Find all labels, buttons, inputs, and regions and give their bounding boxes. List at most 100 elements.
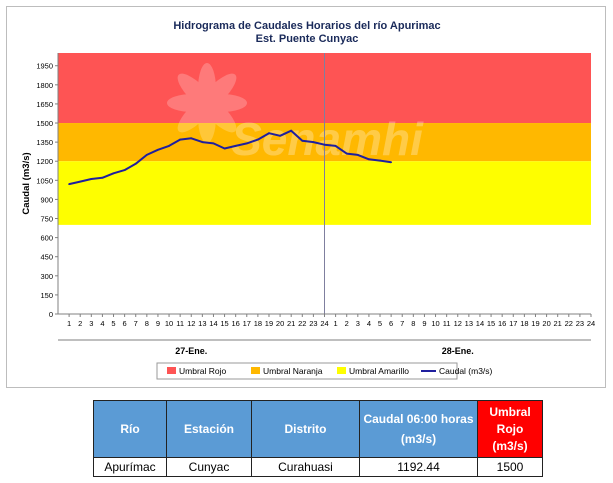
watermark-petal <box>198 63 216 115</box>
x-tick-label: 6 <box>389 319 393 328</box>
x-tick-label: 3 <box>356 319 360 328</box>
x-tick-label: 12 <box>454 319 462 328</box>
x-tick-label: 14 <box>209 319 217 328</box>
x-tick-label: 10 <box>165 319 173 328</box>
x-tick-label: 2 <box>345 319 349 328</box>
cell-umbral-rojo: 1500 <box>477 457 543 477</box>
data-point <box>190 137 193 140</box>
watermark-petal <box>195 94 247 112</box>
header-rio: Río <box>93 400 167 458</box>
x-tick-label: 2 <box>78 319 82 328</box>
cell-estacion: Cunyac <box>166 457 252 477</box>
data-point <box>290 129 293 132</box>
x-tick-label: 6 <box>123 319 127 328</box>
watermark-petal <box>197 93 237 133</box>
series-line <box>68 129 392 186</box>
x-tick-label: 18 <box>254 319 262 328</box>
header-estacion: Estación <box>166 400 252 458</box>
x-tick-label: 8 <box>145 319 149 328</box>
x-tick-label: 9 <box>422 319 426 328</box>
watermark-petal <box>197 73 237 113</box>
x-tick-label: 7 <box>134 319 138 328</box>
y-tick-label: 600 <box>40 234 53 243</box>
y-tick-label: 1200 <box>36 157 53 166</box>
x-tick-label: 16 <box>498 319 506 328</box>
x-tick-label: 1 <box>67 319 71 328</box>
x-tick-label: 4 <box>100 319 104 328</box>
header-umbral-rojo: Umbral Rojo (m3/s) <box>477 400 543 458</box>
y-tick-label: 1350 <box>36 138 53 147</box>
x-tick-label: 11 <box>443 319 451 328</box>
x-tick-label: 22 <box>298 319 306 328</box>
y-tick-label: 1950 <box>36 62 53 71</box>
x-tick-label: 8 <box>411 319 415 328</box>
x-tick-label: 20 <box>542 319 550 328</box>
data-point <box>123 169 126 172</box>
y-tick-label: 1650 <box>36 100 53 109</box>
data-point <box>256 138 259 141</box>
cell-distrito: Curahuasi <box>251 457 360 477</box>
data-point <box>301 139 304 142</box>
data-point <box>379 159 381 162</box>
table-header-row: Río Estación Distrito Caudal 06:00 horas… <box>93 400 543 458</box>
x-tick-label: 17 <box>509 319 517 328</box>
x-tick-label: 4 <box>367 319 371 328</box>
data-point <box>101 176 104 179</box>
data-point <box>212 142 215 145</box>
cell-caudal: 1192.44 <box>359 457 478 477</box>
watermark-petal <box>198 91 216 143</box>
chart-panel: Hidrograma de Caudales Horarios del río … <box>6 6 606 388</box>
x-tick-label: 19 <box>531 319 539 328</box>
x-tick-label: 13 <box>198 319 206 328</box>
x-tick-label: 18 <box>520 319 528 328</box>
x-tick-label: 15 <box>487 319 495 328</box>
x-tick-label: 17 <box>243 319 251 328</box>
y-axis-label: Caudal (m3/s) <box>21 152 32 214</box>
data-point <box>356 153 359 156</box>
watermark-petal <box>177 93 217 133</box>
data-point <box>334 145 337 147</box>
cell-rio: Apurímac <box>93 457 167 477</box>
x-tick-label: 11 <box>176 319 184 328</box>
data-point <box>390 161 393 164</box>
stats-table: Río Estación Distrito Caudal 06:00 horas… <box>93 400 543 477</box>
x-tick-label: 9 <box>156 319 160 328</box>
data-point <box>145 153 148 156</box>
data-point <box>68 183 71 186</box>
legend: Umbral Rojo Umbral Naranja Umbral Amarillo… <box>156 362 493 380</box>
data-point <box>134 162 137 165</box>
y-tick-label: 1800 <box>36 81 53 90</box>
x-tick-label: 5 <box>111 319 115 328</box>
x-tick-label: 19 <box>265 319 273 328</box>
x-tick-label: 14 <box>476 319 484 328</box>
day-label: 28-Ene. <box>442 346 474 356</box>
data-point <box>323 143 326 146</box>
x-tick-label: 15 <box>220 319 228 328</box>
data-point <box>157 148 159 151</box>
x-tick-label: 12 <box>187 319 195 328</box>
legend-swatch <box>251 367 260 374</box>
data-point <box>368 158 370 161</box>
y-tick-label: 1050 <box>36 176 53 185</box>
x-tick-label: 22 <box>565 319 573 328</box>
watermark-petal <box>177 73 217 113</box>
x-tick-label: 10 <box>431 319 439 328</box>
y-tick-label: 150 <box>40 291 53 300</box>
y-tick-label: 0 <box>49 310 53 319</box>
y-tick-label: 450 <box>40 253 53 262</box>
watermark-petal <box>167 94 219 112</box>
header-distrito: Distrito <box>251 400 360 458</box>
data-point <box>345 152 348 155</box>
chart-subtitle: Est. Puente Cunyac <box>256 33 359 45</box>
data-point <box>179 138 182 141</box>
table-row: Apurímac Cunyac Curahuasi 1192.44 1500 <box>93 457 543 477</box>
data-point <box>201 141 204 144</box>
data-point <box>279 134 281 137</box>
data-point <box>234 145 237 147</box>
legend-label: Caudal (m3/s) <box>439 366 493 376</box>
x-tick-label: 23 <box>309 319 317 328</box>
data-point <box>312 141 315 144</box>
x-tick-label: 3 <box>89 319 93 328</box>
y-tick-label: 900 <box>40 195 53 204</box>
y-tick-label: 300 <box>40 272 53 281</box>
